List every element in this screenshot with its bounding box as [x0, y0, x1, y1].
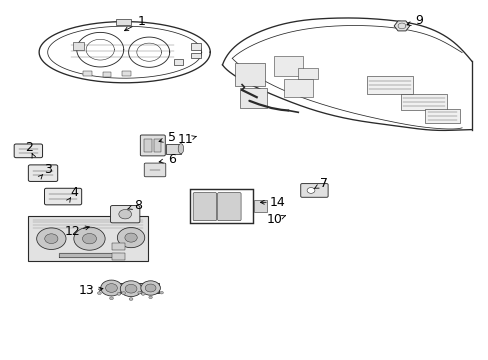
Circle shape: [129, 298, 133, 301]
Bar: [105, 283, 159, 293]
Text: 5: 5: [168, 131, 176, 144]
Bar: [239, 88, 266, 108]
Circle shape: [74, 227, 105, 250]
Bar: [83, 71, 92, 76]
Circle shape: [124, 233, 137, 242]
Bar: [234, 63, 264, 86]
Circle shape: [44, 234, 58, 243]
Text: 11: 11: [178, 133, 193, 146]
FancyBboxPatch shape: [110, 206, 140, 223]
Bar: [190, 53, 201, 58]
Text: 14: 14: [269, 196, 285, 209]
Bar: [273, 56, 303, 76]
Circle shape: [122, 292, 125, 294]
Circle shape: [117, 228, 144, 248]
FancyBboxPatch shape: [28, 165, 58, 181]
Circle shape: [120, 281, 142, 297]
Circle shape: [117, 292, 121, 295]
Text: 9: 9: [415, 14, 423, 27]
Text: 4: 4: [70, 186, 78, 199]
Text: 3: 3: [44, 163, 52, 176]
Bar: [298, 68, 317, 79]
FancyBboxPatch shape: [300, 184, 327, 197]
Text: 10: 10: [266, 213, 282, 226]
Ellipse shape: [178, 144, 183, 154]
Bar: [425, 109, 459, 123]
FancyBboxPatch shape: [44, 188, 81, 205]
Circle shape: [97, 292, 101, 294]
Bar: [173, 59, 183, 65]
Circle shape: [160, 291, 163, 294]
FancyBboxPatch shape: [140, 135, 165, 156]
Circle shape: [141, 281, 160, 295]
Circle shape: [109, 297, 113, 300]
Circle shape: [105, 284, 117, 292]
Text: 13: 13: [79, 284, 95, 297]
Text: 8: 8: [134, 199, 142, 212]
Bar: [166, 144, 181, 154]
Bar: [366, 76, 412, 94]
Circle shape: [138, 291, 141, 294]
FancyBboxPatch shape: [144, 163, 165, 177]
Text: 7: 7: [319, 177, 327, 190]
Bar: [112, 243, 124, 250]
FancyBboxPatch shape: [217, 193, 241, 221]
Text: 12: 12: [64, 225, 80, 238]
Bar: [154, 139, 161, 152]
Bar: [28, 216, 148, 261]
Circle shape: [141, 292, 145, 295]
Circle shape: [306, 188, 314, 193]
Bar: [190, 43, 201, 50]
Text: 6: 6: [168, 153, 176, 166]
Bar: [189, 189, 253, 223]
Bar: [102, 72, 111, 77]
Bar: [254, 200, 266, 212]
Bar: [400, 94, 447, 110]
Bar: [283, 79, 312, 97]
Circle shape: [82, 234, 96, 244]
Polygon shape: [393, 21, 409, 31]
Bar: [144, 139, 151, 152]
Text: 2: 2: [25, 141, 33, 154]
Bar: [122, 71, 131, 76]
Circle shape: [148, 296, 152, 299]
Circle shape: [145, 284, 156, 292]
FancyBboxPatch shape: [193, 193, 216, 221]
Circle shape: [101, 280, 122, 296]
FancyBboxPatch shape: [14, 144, 42, 158]
Bar: [116, 19, 131, 25]
Circle shape: [125, 284, 137, 293]
Bar: [73, 42, 84, 50]
Circle shape: [37, 228, 66, 249]
Circle shape: [119, 210, 131, 219]
Text: 1: 1: [138, 15, 145, 28]
Bar: [112, 253, 124, 260]
